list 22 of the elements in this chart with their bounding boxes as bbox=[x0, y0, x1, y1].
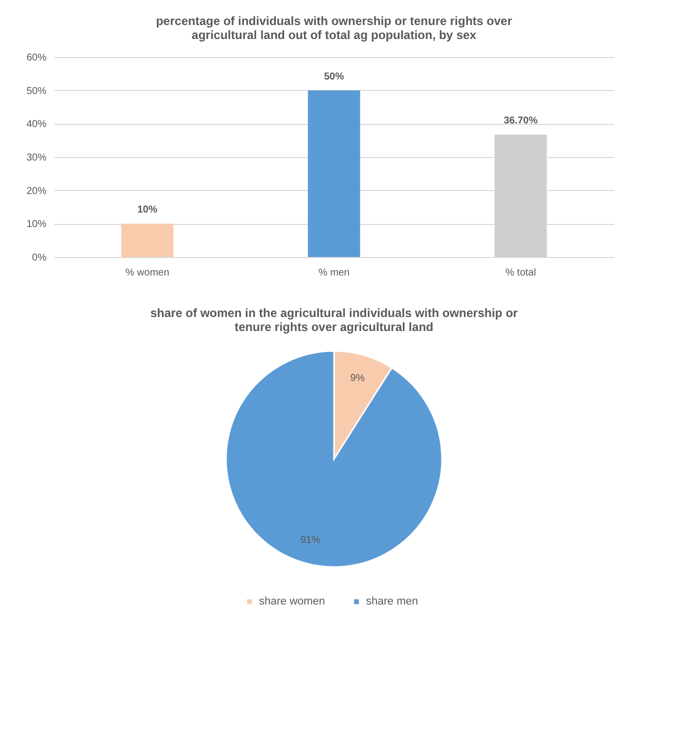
y-tick-label: 30% bbox=[26, 152, 47, 164]
legend-label: share men bbox=[366, 596, 418, 608]
bar bbox=[121, 224, 174, 257]
data-label: 50% bbox=[324, 71, 344, 82]
y-tick-label: 50% bbox=[26, 86, 47, 97]
x-tick-label: % women bbox=[125, 268, 170, 278]
data-label: 36.70% bbox=[504, 116, 538, 127]
x-tick-label: % men bbox=[318, 268, 350, 278]
data-label: 91% bbox=[300, 534, 321, 546]
y-tick-label: 0% bbox=[32, 252, 47, 264]
chart-title: percentage of individuals with ownership or tenure rights over agricultural land out of total ag population, by sex bbox=[156, 14, 512, 42]
bar bbox=[308, 90, 360, 257]
y-tick-label: 20% bbox=[26, 186, 47, 197]
y-tick-label: 40% bbox=[26, 119, 47, 130]
y-tick-label: 10% bbox=[26, 219, 47, 230]
x-tick-label: % total bbox=[505, 268, 536, 278]
legend-label: share women bbox=[259, 596, 326, 608]
data-label: 10% bbox=[137, 204, 158, 216]
pie-slice bbox=[225, 350, 443, 568]
y-tick-label: 60% bbox=[26, 52, 47, 64]
chart-title: share of women in the agricultural individuals with ownership or tenure rights over agricultural land bbox=[150, 306, 518, 334]
data-label: 9% bbox=[350, 373, 365, 384]
